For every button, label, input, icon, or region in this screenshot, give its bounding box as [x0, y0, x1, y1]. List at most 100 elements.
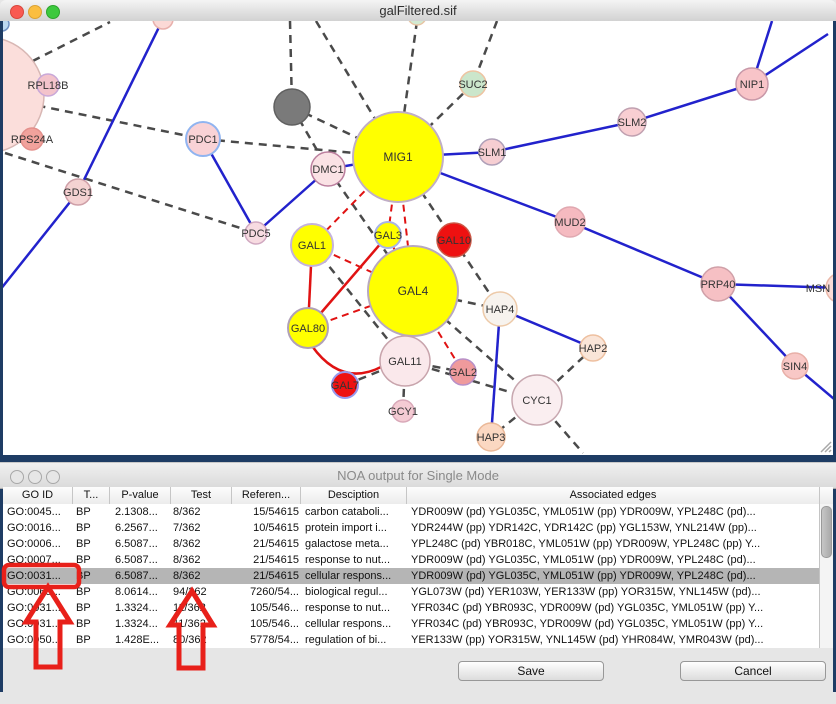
svg-text:RPS24A: RPS24A [11, 134, 54, 146]
table-cell-p_value: 8.0614... [115, 586, 158, 598]
table-cell-associated_edges: YDR244W (pp) YDR142C, YDR142C (pp) YGL15… [411, 522, 757, 534]
graph-edge[interactable] [717, 283, 796, 367]
column-header-pvalue[interactable]: P-value [110, 487, 171, 504]
graph-node-GAL1[interactable]: GAL1 [290, 223, 334, 267]
graph-node-PDC1[interactable]: PDC1 [185, 121, 221, 157]
column-header-test[interactable]: Test [171, 487, 232, 504]
table-row[interactable]: GO:0031... BP 6.5087... 8/362 21/54615 cellul… [3, 568, 820, 584]
table-row[interactable]: GO:0031... BP 1.3324... 11/362 105/546... res… [3, 600, 820, 616]
graph-edge[interactable] [291, 105, 399, 159]
table-cell-p_value: 1.3324... [115, 602, 158, 614]
table-row[interactable]: GO:0050... BP 1.428E... 80/362 5778/54... reg… [3, 632, 820, 648]
graph-edge[interactable] [631, 82, 753, 124]
graph-node-gray[interactable] [273, 88, 311, 126]
table-row[interactable]: GO:0065... BP 8.0614... 94/362 7260/54... bio… [3, 584, 820, 600]
graph-node-NIP1[interactable]: NIP1 [735, 67, 769, 101]
window-border [0, 21, 3, 692]
table-row[interactable]: GO:0006... BP 6.5087... 8/362 21/54615 galact… [3, 536, 820, 552]
graph-edge[interactable] [491, 120, 633, 154]
table-row[interactable]: GO:0007... BP 6.5087... 8/362 21/54615 respon… [3, 552, 820, 568]
graph-window-titlebar[interactable]: galFiltered.sif [0, 0, 836, 22]
minimize-button[interactable] [28, 470, 42, 484]
scrollbar-thumb[interactable] [821, 506, 832, 558]
graph-node-GAL2[interactable]: GAL2 [449, 358, 477, 386]
table-cell-associated_edges: YFR034C (pd) YBR093C, YDR009W (pd) YGL03… [411, 602, 764, 614]
network-canvas[interactable]: RPL18B RPS24A GDS1 PDC1 PDC5 MIG1 [0, 21, 836, 455]
close-button[interactable] [10, 5, 24, 19]
noa-window-titlebar[interactable]: NOA output for Single Mode [0, 462, 836, 489]
graph-node-HAP2[interactable]: HAP2 [579, 334, 608, 362]
graph-node-GAL80[interactable]: GAL80 [287, 307, 329, 349]
graph-node-GAL3[interactable]: GAL3 [374, 221, 402, 249]
svg-text:GCY1: GCY1 [388, 406, 418, 418]
graph-node-CYC1[interactable]: CYC1 [511, 374, 563, 426]
graph-node-GAL11[interactable]: GAL11 [379, 335, 431, 387]
table-cell-go_id: GO:0006... [7, 538, 61, 550]
zoom-button[interactable] [46, 5, 60, 19]
table-cell-description: cellular respons... [305, 618, 392, 630]
column-header-reference[interactable]: Referen... [232, 487, 301, 504]
graph-edge[interactable] [717, 282, 836, 290]
minimize-button[interactable] [28, 5, 42, 19]
graph-node-HAP3[interactable]: HAP3 [476, 422, 506, 452]
graph-edge[interactable] [4, 151, 257, 235]
save-button[interactable]: Save [458, 661, 604, 681]
table-cell-associated_edges: YFR034C (pd) YBR093C, YDR009W (pd) YGL03… [411, 618, 764, 630]
column-header-go-id[interactable]: GO ID [3, 487, 73, 504]
graph-edge[interactable] [326, 168, 415, 292]
table-cell-type: BP [76, 538, 91, 550]
graph-edge[interactable] [311, 244, 406, 362]
graph-edge[interactable] [344, 359, 406, 387]
graph-node-SUC2[interactable]: SUC2 [458, 70, 488, 98]
table-row[interactable]: GO:0045... BP 2.1308... 8/362 15/54615 carbon… [3, 504, 820, 520]
table-cell-go_id: GO:0050... [7, 634, 61, 646]
column-header-associated-edges[interactable]: Associated edges [407, 487, 820, 504]
column-header-type[interactable]: T... [73, 487, 110, 504]
table-cell-description: cellular respons... [305, 570, 392, 582]
graph-node-PDC5[interactable]: PDC5 [241, 221, 271, 245]
graph-node-SLM1[interactable]: SLM1 [478, 138, 507, 166]
table-row[interactable]: GO:0016... BP 6.2567... 7/362 10/54615 protei… [3, 520, 820, 536]
graph-node-DMC1[interactable]: DMC1 [310, 151, 346, 187]
graph-edge[interactable] [76, 21, 164, 193]
table-cell-p_value: 6.5087... [115, 554, 158, 566]
table-cell-test: 94/362 [173, 586, 207, 598]
graph-node-RPL18B[interactable]: RPL18B [28, 73, 69, 97]
graph-node-RPS24A[interactable]: RPS24A [11, 127, 54, 151]
zoom-button[interactable] [46, 470, 60, 484]
svg-text:GAL1: GAL1 [298, 240, 326, 252]
svg-text:NIP1: NIP1 [740, 79, 764, 91]
graph-node-GDS1[interactable]: GDS1 [63, 178, 93, 206]
table-cell-reference: 21/54615 [253, 554, 299, 566]
graph-nodes: RPL18B RPS24A GDS1 PDC1 PDC5 MIG1 [0, 21, 836, 452]
graph-edge[interactable] [489, 308, 502, 438]
graph-node-SIN4[interactable]: SIN4 [781, 352, 809, 380]
graph-edge[interactable] [536, 399, 584, 454]
graph-node-HAP4[interactable]: HAP4 [482, 291, 518, 327]
close-button[interactable] [10, 470, 24, 484]
graph-node-GAL10[interactable]: GAL10 [436, 222, 472, 258]
graph-node-MUD2[interactable]: MUD2 [554, 206, 586, 238]
cancel-button[interactable]: Cancel [680, 661, 826, 681]
graph-edge[interactable] [569, 220, 719, 286]
results-table: GO ID T... P-value Test Referen... Desci… [3, 487, 833, 648]
table-cell-associated_edges: YDR009W (pd) YGL035C, YML051W (pp) YDR00… [411, 506, 756, 518]
svg-text:RPL18B: RPL18B [28, 80, 69, 92]
graph-edge[interactable] [202, 137, 399, 159]
graph-edge[interactable] [0, 191, 79, 291]
graph-node-SLM2[interactable]: SLM2 [617, 107, 647, 137]
svg-text:GAL3: GAL3 [374, 230, 402, 242]
resize-grip[interactable] [820, 441, 832, 453]
graph-node-GCY1[interactable]: GCY1 [388, 399, 418, 423]
graph-node-unlabeled[interactable] [152, 21, 174, 30]
graph-node-MIG1[interactable]: MIG1 [352, 111, 444, 203]
graph-node-unlabeled[interactable] [408, 21, 426, 26]
vertical-scrollbar[interactable] [819, 504, 833, 648]
column-header-description[interactable]: Desciption [301, 487, 407, 504]
table-row[interactable]: GO:0031... BP 1.3324... 11/362 105/546... cel… [3, 616, 820, 632]
graph-node-PRP40[interactable]: PRP40 [700, 266, 736, 302]
graph-node-GAL4[interactable]: GAL4 [367, 245, 459, 337]
svg-text:SLM2: SLM2 [618, 117, 647, 129]
svg-text:HAP3: HAP3 [477, 432, 506, 444]
graph-node-GAL7[interactable]: GAL7 [331, 371, 359, 399]
